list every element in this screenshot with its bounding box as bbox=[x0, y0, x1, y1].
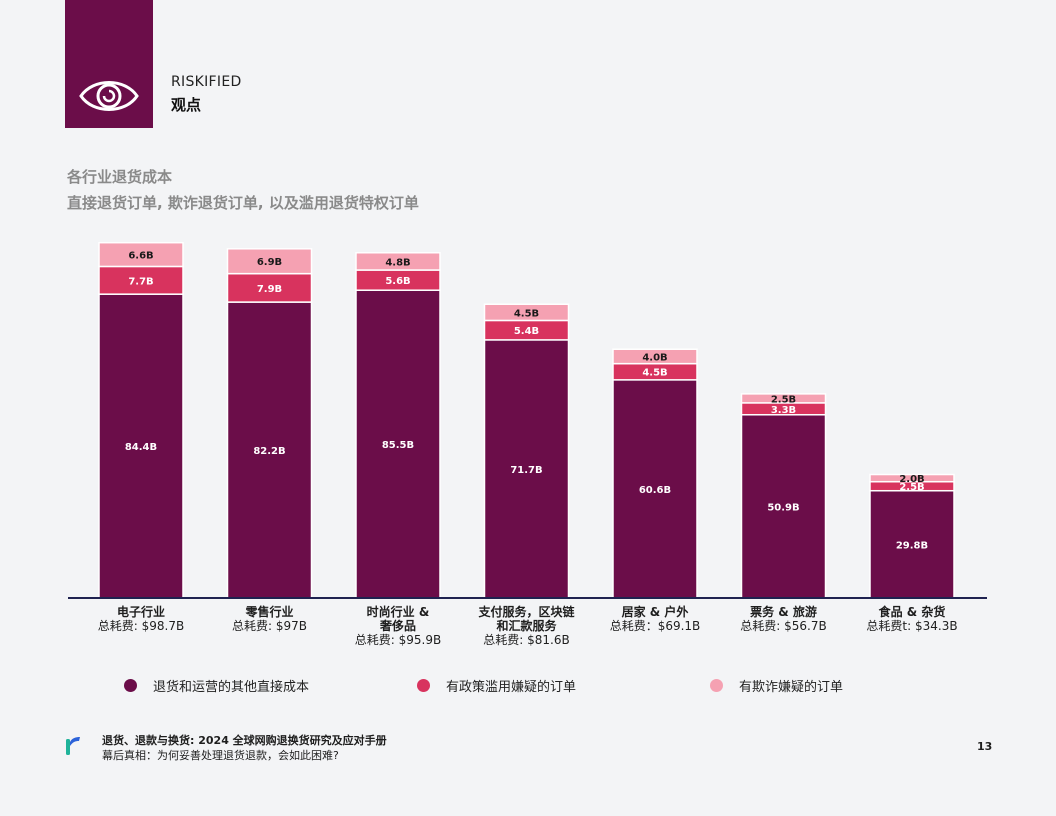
bar-segment bbox=[483, 339, 570, 599]
legend-label-direct: 退货和运营的其他直接成本 bbox=[153, 680, 310, 695]
bar-segment bbox=[740, 393, 827, 404]
category-label: 奢侈品 bbox=[379, 618, 416, 633]
category-total: 总耗费: $98.7B bbox=[98, 619, 184, 633]
category-total: 总耗费：$69.1B bbox=[610, 619, 701, 633]
legend-swatch-abuse bbox=[417, 679, 430, 692]
category-label: 支付服务，区块链 bbox=[477, 604, 575, 619]
data-label: 5.6B bbox=[385, 276, 410, 287]
legend-swatch-direct bbox=[124, 679, 137, 692]
category-total: 总耗费: $95.9B bbox=[355, 633, 441, 647]
category-label: 食品 & 杂货 bbox=[878, 604, 946, 619]
data-label: 4.8B bbox=[385, 257, 410, 268]
riskified-logo-icon bbox=[66, 737, 80, 755]
data-label: 2.5B bbox=[771, 394, 796, 405]
data-label: 29.8B bbox=[896, 540, 928, 551]
data-label: 84.4B bbox=[125, 442, 157, 453]
header-badge bbox=[65, 0, 153, 128]
legend-swatch-fraud bbox=[710, 679, 723, 692]
bar-segment bbox=[483, 303, 570, 322]
chart-subtitle: 直接退货订单, 欺诈退货订单, 以及滥用退货特权订单 bbox=[67, 194, 419, 212]
category-total: 总耗费: $81.6B bbox=[483, 633, 569, 647]
data-label: 3.3B bbox=[771, 405, 796, 416]
data-label: 50.9B bbox=[767, 502, 799, 513]
bar-segment bbox=[869, 489, 955, 599]
data-label: 7.7B bbox=[128, 276, 153, 287]
brand-name: RISKIFIED bbox=[171, 74, 242, 90]
category-label: 零售行业 bbox=[244, 604, 293, 619]
data-label: 85.5B bbox=[382, 440, 414, 451]
legend-item-direct-costs: 退货和运营的其他直接成本 bbox=[124, 676, 309, 695]
category-total: 总耗费: $97B bbox=[232, 619, 307, 633]
category-total: 总耗费t: $34.3B bbox=[866, 619, 957, 633]
category-label: 和汇款服务 bbox=[495, 618, 557, 633]
bar-segment bbox=[355, 252, 441, 271]
bar-segment bbox=[98, 293, 184, 599]
legend-item-fraud: 有欺诈嫌疑的订单 bbox=[710, 676, 843, 695]
bar-segment bbox=[355, 289, 441, 599]
data-label: 4.0B bbox=[642, 352, 667, 363]
legend-label-abuse: 有政策滥用嫌疑的订单 bbox=[446, 680, 577, 695]
bar-segment bbox=[226, 272, 313, 303]
data-label: 6.6B bbox=[128, 251, 153, 262]
bar-segment bbox=[98, 241, 184, 268]
category-label: 电子行业 bbox=[117, 604, 165, 619]
data-label: 2.5B bbox=[899, 482, 924, 493]
data-label: 2.0B bbox=[899, 474, 924, 485]
category-label: 票务 & 旅游 bbox=[750, 604, 817, 619]
legend-item-abuse: 有政策滥用嫌疑的订单 bbox=[417, 676, 576, 695]
bar-segment bbox=[612, 379, 698, 599]
data-label: 6.9B bbox=[257, 257, 282, 268]
legend-label-fraud: 有欺诈嫌疑的订单 bbox=[739, 680, 844, 695]
bar-segment bbox=[226, 248, 313, 275]
category-total: 总耗费: $56.7B bbox=[740, 619, 826, 633]
bar-segment bbox=[869, 473, 955, 483]
data-label: 4.5B bbox=[514, 308, 539, 319]
chart-title: 各行业退货成本 bbox=[67, 168, 173, 186]
data-label: 71.7B bbox=[510, 465, 542, 476]
brand-subtitle: 观点 bbox=[171, 96, 202, 114]
data-label: 7.9B bbox=[257, 284, 282, 295]
category-label: 居家 & 户外 bbox=[622, 604, 689, 619]
page-number: 13 bbox=[977, 740, 993, 753]
data-label: 4.5B bbox=[642, 368, 667, 379]
footer-doc-title: 退货、退款与换货: 2024 全球网购退换货研究及应对手册 bbox=[102, 734, 387, 747]
data-label: 5.4B bbox=[514, 326, 539, 337]
data-label: 60.6B bbox=[639, 485, 671, 496]
eye-icon bbox=[79, 81, 139, 111]
footer-doc-subtitle: 幕后真相：为何妥善处理退货退款，会如此困难? bbox=[102, 749, 339, 762]
bar-segment bbox=[612, 348, 698, 365]
data-label: 82.2B bbox=[253, 446, 285, 457]
category-label: 时尚行业 & bbox=[367, 604, 430, 619]
